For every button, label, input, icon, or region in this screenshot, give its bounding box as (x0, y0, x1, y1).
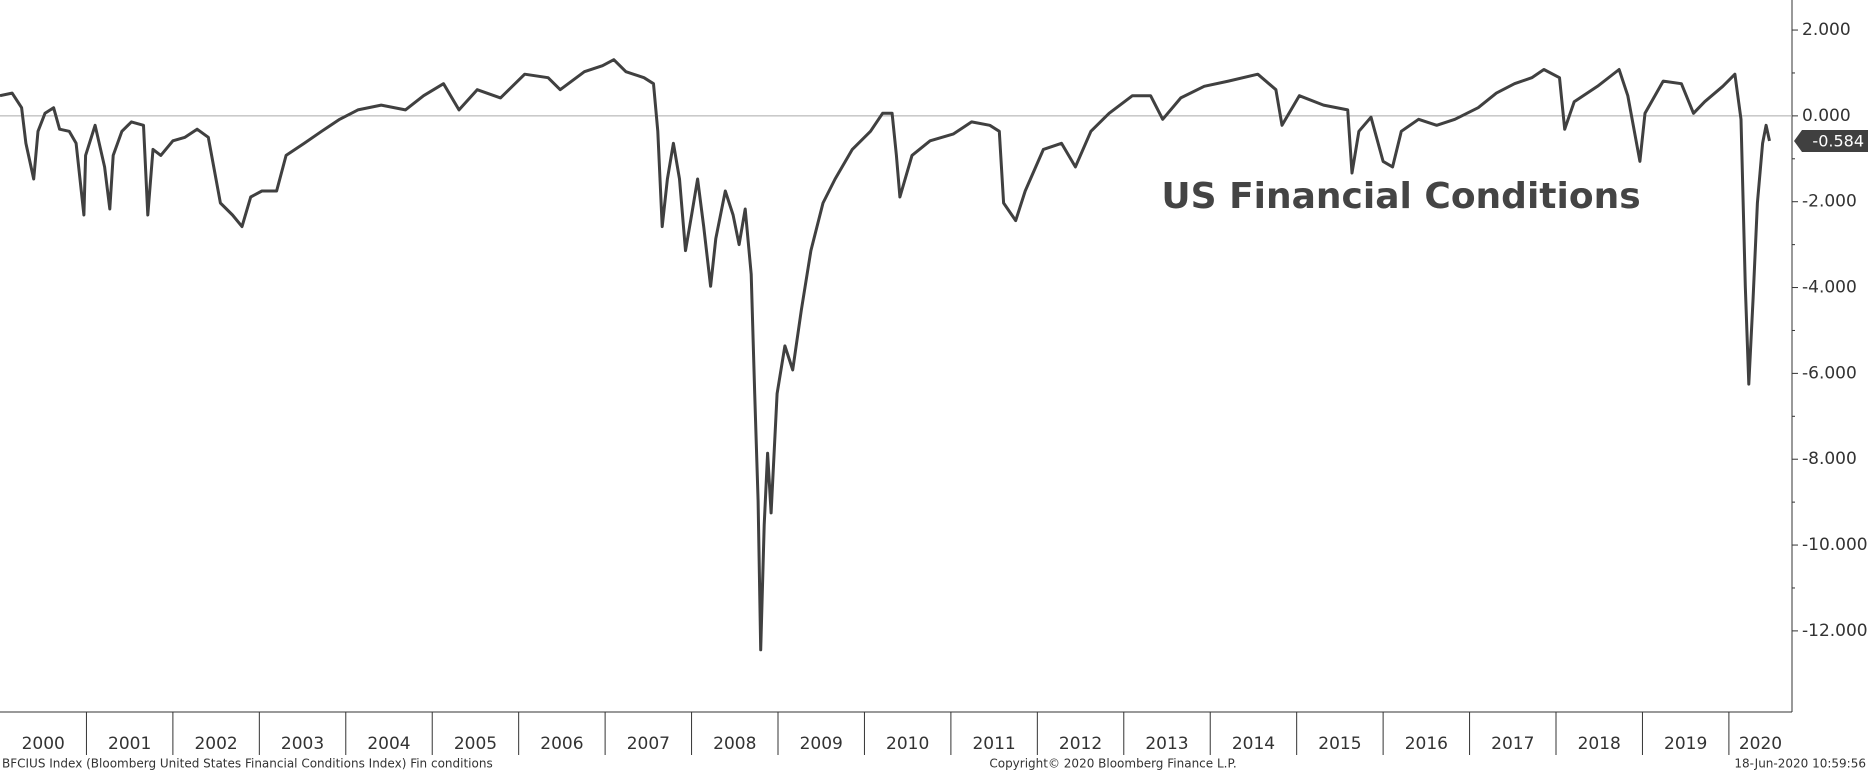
y-tick-label: -12.000 (1802, 621, 1868, 641)
x-tick-label: 2001 (108, 734, 151, 754)
x-tick-label: 2018 (1578, 734, 1621, 754)
x-tick-label: 2002 (194, 734, 237, 754)
y-tick-label: -6.000 (1802, 363, 1857, 383)
x-tick-label: 2015 (1318, 734, 1361, 754)
x-tick-label: 2009 (800, 734, 843, 754)
y-tick-label: -4.000 (1802, 278, 1857, 298)
x-tick-label: 2012 (1059, 734, 1102, 754)
y-tick-label: 2.000 (1802, 20, 1851, 40)
y-tick-label: -8.000 (1802, 449, 1857, 469)
timestamp: 18-Jun-2020 10:59:56 (1734, 757, 1866, 771)
x-tick-label: 2020 (1739, 734, 1782, 754)
x-tick-label: 2000 (22, 734, 65, 754)
source-note: BFCIUS Index (Bloomberg United States Fi… (2, 757, 493, 771)
x-tick-label: 2003 (281, 734, 324, 754)
last-value-label: -0.584 (1812, 131, 1864, 150)
x-tick-label: 2017 (1491, 734, 1534, 754)
x-tick-label: 2011 (972, 734, 1015, 754)
x-tick-label: 2006 (540, 734, 583, 754)
last-value-tag (1794, 129, 1868, 152)
copyright: Copyright© 2020 Bloomberg Finance L.P. (989, 757, 1236, 771)
x-tick-label: 2010 (886, 734, 929, 754)
x-tick-label: 2005 (454, 734, 497, 754)
chart-title: US Financial Conditions (1161, 176, 1640, 217)
x-tick-label: 2016 (1405, 734, 1448, 754)
x-tick-label: 2004 (367, 734, 410, 754)
y-tick-label: -10.000 (1802, 535, 1868, 555)
y-tick-label: 0.000 (1802, 106, 1851, 126)
x-tick-label: 2013 (1145, 734, 1188, 754)
x-tick-label: 2008 (713, 734, 756, 754)
y-tick-label: -2.000 (1802, 192, 1857, 212)
x-tick-label: 2019 (1664, 734, 1707, 754)
x-tick-label: 2014 (1232, 734, 1275, 754)
series-line (0, 58, 1771, 652)
x-tick-label: 2007 (627, 734, 670, 754)
